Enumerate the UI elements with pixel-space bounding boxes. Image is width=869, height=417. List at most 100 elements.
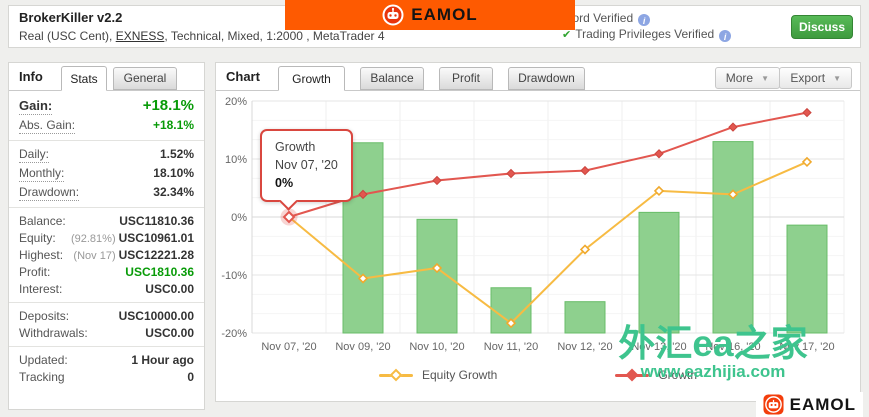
growth-point[interactable] — [728, 122, 738, 132]
chart-tooltip: Growth Nov 07, '20 0% — [260, 129, 353, 203]
tab-drawdown[interactable]: Drawdown — [508, 67, 585, 90]
growth-point[interactable] — [506, 168, 516, 179]
tab-general[interactable]: General — [113, 67, 177, 90]
stat-value: 1 Hour ago — [131, 352, 194, 367]
stat-label: Profit: — [19, 264, 51, 279]
eamol-logo-text: EAMOL — [789, 394, 856, 414]
account-type-text: Real (USC Cent), — [19, 29, 116, 43]
stat-value-prefix: (92.81%) — [70, 232, 116, 245]
stat-row: Deposits: USC10000.00 — [19, 307, 194, 324]
stat-row: Monthly: 18.10% — [19, 164, 194, 183]
legend-label: Growth — [658, 368, 698, 382]
svg-text:Nov 10, '20: Nov 10, '20 — [409, 341, 464, 353]
stat-label: Gain: — [19, 97, 53, 115]
bar[interactable] — [564, 301, 606, 334]
chart-legend: Equity Growth Growth — [216, 368, 860, 382]
bar[interactable] — [786, 224, 828, 334]
x-axis-labels: Nov 07, '20 Nov 09, '20 Nov 10, '20 Nov 11,… — [261, 341, 834, 353]
trading-privileges-verified-row: Trading Privileges Verified — [562, 27, 732, 42]
eamol-robot-icon — [382, 4, 404, 26]
stat-label: Deposits: — [19, 308, 70, 323]
equity-growth-point[interactable] — [653, 185, 665, 197]
growth-point[interactable] — [654, 149, 664, 159]
stat-row: Gain: +18.1% — [19, 95, 194, 116]
stat-value: USC0.00 — [145, 325, 194, 340]
tab-balance[interactable]: Balance — [360, 67, 424, 90]
growth-line[interactable] — [280, 107, 812, 226]
stat-row: Equity: (92.81%) USC10961.01 — [19, 229, 194, 246]
growth-point[interactable] — [358, 189, 368, 200]
stat-value: USC10000.00 — [118, 308, 194, 323]
tab-growth[interactable]: Growth — [278, 66, 345, 91]
stats-panel-tabbar: Info Stats General — [9, 63, 204, 91]
export-dropdown-button[interactable]: Export — [779, 67, 852, 89]
stat-group: Daily: 1.52% Monthly: 18.10% Drawdown: 32.34% — [9, 141, 204, 208]
tab-stats[interactable]: Stats — [61, 66, 107, 91]
growth-point[interactable] — [580, 165, 590, 176]
trading-privileges-verified-label: Trading Privileges Verified — [575, 27, 715, 41]
equity-growth-point[interactable] — [431, 262, 443, 274]
svg-text:0%: 0% — [231, 212, 247, 224]
account-subtitle: Real (USC Cent), EXNESS, Technical, Mixe… — [19, 29, 385, 43]
chart-panel-title: Chart — [226, 69, 260, 84]
legend-diamond-marker — [389, 368, 403, 382]
equity-growth-point[interactable] — [505, 318, 517, 329]
tooltip-value: 0% — [275, 176, 294, 191]
discuss-button[interactable]: Discuss — [791, 15, 853, 39]
stat-row: Drawdown: 32.34% — [19, 183, 194, 202]
svg-text:Nov 09, '20: Nov 09, '20 — [335, 341, 390, 353]
stat-row: Highest: (Nov 17) USC12221.28 — [19, 246, 194, 263]
stat-value: +18.1% — [142, 96, 194, 114]
stat-value: 32.34% — [153, 184, 194, 199]
chart-panel-tabbar: Chart Growth Balance Profit Drawdown Mor… — [216, 63, 860, 91]
bar[interactable] — [416, 218, 458, 334]
stat-group: Balance: USC11810.36 Equity: (92.81%) USC109… — [9, 208, 204, 303]
stat-value: USC0.00 — [145, 281, 194, 296]
more-dropdown-button[interactable]: More — [714, 67, 780, 89]
stat-label: Monthly: — [19, 165, 65, 182]
stat-row: Updated: 1 Hour ago — [19, 351, 194, 368]
growth-point-highlighted[interactable] — [282, 210, 296, 224]
svg-text:20%: 20% — [225, 96, 247, 108]
broker-link[interactable]: EXNESS — [115, 29, 165, 43]
legend-item-growth[interactable]: Growth — [615, 368, 697, 382]
tab-profit[interactable]: Profit — [439, 67, 493, 90]
stat-row: Balance: USC11810.36 — [19, 212, 194, 229]
stat-group: Gain: +18.1% Abs. Gain: +18.1% — [9, 91, 204, 141]
stat-row: Profit: USC1810.36 — [19, 263, 194, 280]
stat-value: (92.81%) USC10961.01 — [70, 230, 194, 245]
svg-text:Nov 17, '20: Nov 17, '20 — [779, 341, 834, 353]
svg-text:Nov 11, '20: Nov 11, '20 — [484, 341, 538, 353]
stat-label: Updated: — [19, 352, 68, 367]
svg-text:-10%: -10% — [221, 270, 247, 282]
stat-label: Balance: — [19, 213, 66, 228]
y-axis-labels: 20% 10% 0% -10% -20% — [221, 96, 247, 340]
bar[interactable] — [638, 211, 680, 334]
legend-item-equity-growth[interactable]: Equity Growth — [378, 368, 497, 382]
equity-growth-point[interactable] — [357, 273, 369, 284]
equity-growth-point[interactable] — [801, 156, 813, 168]
stat-row: Interest: USC0.00 — [19, 280, 194, 297]
svg-text:Nov 12, '20: Nov 12, '20 — [557, 341, 612, 353]
stat-label: Tracking — [19, 369, 65, 384]
stat-label: Highest: — [19, 247, 64, 262]
stat-label: Interest: — [19, 281, 63, 296]
info-icon[interactable] — [638, 14, 651, 26]
equity-growth-point[interactable] — [727, 189, 739, 200]
stat-value: 18.10% — [153, 165, 194, 180]
svg-text:10%: 10% — [225, 154, 247, 166]
legend-diamond-marker — [625, 368, 639, 382]
growth-point[interactable] — [432, 175, 442, 186]
eamol-ad-banner[interactable]: EAMOL — [285, 0, 575, 30]
svg-text:Nov 07, '20: Nov 07, '20 — [261, 341, 316, 353]
stat-group: Deposits: USC10000.00 Withdrawals: USC0.00 — [9, 303, 204, 347]
bar[interactable] — [712, 141, 754, 334]
growth-point[interactable] — [802, 107, 812, 118]
info-icon[interactable] — [719, 30, 732, 42]
stat-row: Withdrawals: USC0.00 — [19, 324, 194, 341]
stat-row: Daily: 1.52% — [19, 145, 194, 164]
equity-growth-point[interactable] — [579, 244, 591, 255]
stat-row: Abs. Gain: +18.1% — [19, 116, 194, 135]
growth-chart-area: 20% 10% 0% -10% -20% Nov 07, '20 Nov 09, '20 No… — [216, 91, 860, 401]
growth-chart[interactable]: 20%10%0%-10%-20%Nov 07, '20 Nov 09, '20 No… — [216, 91, 860, 403]
